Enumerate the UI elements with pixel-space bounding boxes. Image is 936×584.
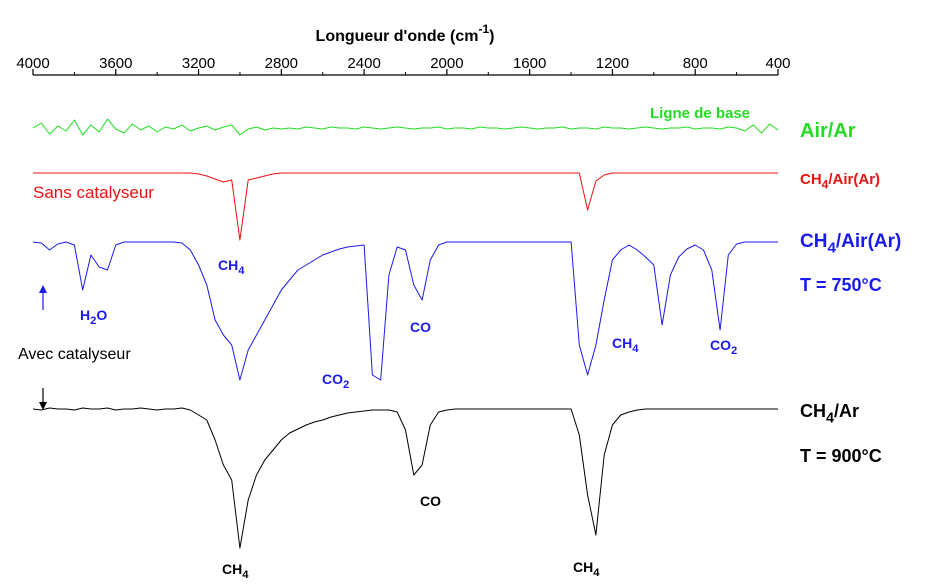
title-tail: ) [489, 28, 494, 45]
x-tick-label: 4000 [16, 55, 49, 72]
arrow-head [39, 285, 47, 293]
annotation-tail: O [96, 307, 107, 323]
annotation-subscript: 4 [822, 178, 829, 192]
annotation-text: CH [800, 171, 822, 188]
annotation-text: CH [218, 257, 238, 273]
annotation-text: H [80, 307, 90, 323]
x-tick-label: 2400 [347, 55, 380, 72]
annotation-text: CH [573, 559, 593, 575]
annotation-text: CO [420, 493, 441, 509]
annotation-subscript: 4 [238, 265, 245, 277]
annotation-tail: /Ar [834, 401, 859, 421]
annotation-tail: /Air(Ar) [828, 171, 880, 188]
annotation-text: T = 900°C [800, 446, 882, 466]
annotation: T = 750°C [800, 275, 882, 295]
annotation: CO [410, 319, 431, 335]
annotation-text: Air/Ar [800, 120, 856, 142]
annotation: CH4 [218, 257, 245, 277]
x-tick-label: 400 [765, 55, 790, 72]
x-tick-label: 3600 [99, 55, 132, 72]
annotation: CH4 [573, 559, 600, 579]
annotation: CH4/Air(Ar) [800, 231, 901, 257]
annotation: CH4/Air(Ar) [800, 171, 880, 192]
annotation-text: Sans catalyseur [33, 183, 154, 202]
title-text: Longueur d'onde (cm [316, 28, 479, 45]
arrow-head [39, 402, 47, 410]
spectrum-line [32, 241, 778, 381]
annotation-subscript: 2 [343, 379, 349, 391]
annotation: Air/Ar [800, 120, 856, 142]
annotation-text: CO [322, 371, 343, 387]
annotation: CO2 [322, 371, 349, 391]
annotation-subscript: 4 [242, 569, 249, 581]
annotation: H2O [80, 307, 107, 327]
spectrum-line [32, 407, 778, 549]
annotation-tail: /Air(Ar) [836, 231, 901, 252]
spectrum-line [32, 118, 779, 136]
annotation-text: CO [410, 319, 431, 335]
annotation: CH4/Ar [800, 401, 859, 426]
annotation: CH4 [612, 335, 639, 355]
x-tick-label: 2000 [430, 55, 463, 72]
annotation-subscript: 4 [593, 567, 600, 579]
annotation: CH4 [222, 561, 249, 581]
x-tick-label: 1600 [513, 55, 546, 72]
annotation-text: CH [800, 231, 827, 252]
title-superscript: -1 [478, 22, 489, 36]
annotation-text: CH [800, 401, 826, 421]
annotation-subscript: 2 [731, 345, 737, 357]
annotation-text: CO [710, 337, 731, 353]
annotation-text: T = 750°C [800, 275, 882, 295]
x-tick-label: 3200 [182, 55, 215, 72]
annotation-subscript: 4 [826, 410, 834, 426]
annotation: CO [420, 493, 441, 509]
annotation-text: CH [612, 335, 632, 351]
annotation-text: Ligne de base [650, 105, 750, 122]
annotation: CO2 [710, 337, 737, 357]
annotation: Ligne de base [650, 105, 750, 122]
annotation-subscript: 4 [827, 240, 836, 257]
annotation: Avec catalyseur [18, 346, 131, 363]
annotation-subscript: 4 [632, 343, 639, 355]
annotation-text: CH [222, 561, 242, 577]
x-tick-label: 2800 [265, 55, 298, 72]
annotation-text: Avec catalyseur [18, 346, 131, 363]
spectrum-line [33, 172, 778, 241]
x-tick-label: 1200 [596, 55, 629, 72]
annotation: Sans catalyseur [33, 183, 154, 202]
chart-title: Longueur d'onde (cm-1) [316, 22, 495, 45]
annotation: T = 900°C [800, 446, 882, 466]
annotation-subscript: 2 [90, 315, 96, 327]
x-tick-label: 800 [683, 55, 708, 72]
